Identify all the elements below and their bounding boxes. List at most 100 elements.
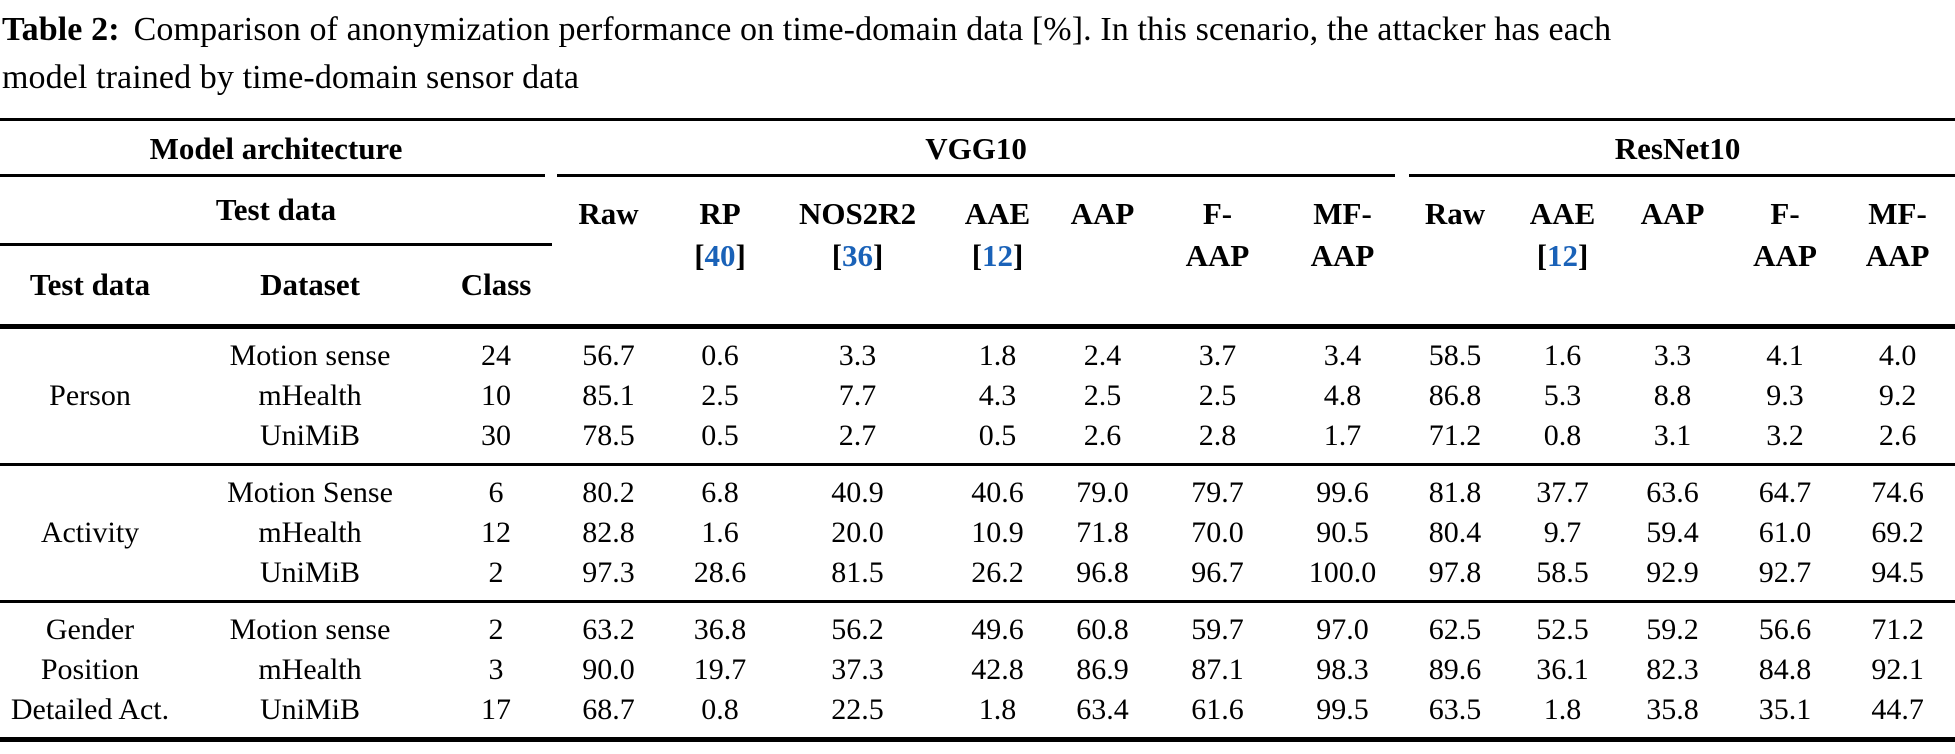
data-cell: 10.9 <box>971 516 1024 549</box>
test-data-span-header: Test data <box>0 177 553 246</box>
citation-number[interactable]: 12 <box>982 238 1014 273</box>
bracket: ] <box>1013 238 1024 273</box>
data-cell: 37.3 <box>831 653 884 686</box>
data-cell: 1.7 <box>1285 416 1401 466</box>
method-name: MF- <box>1868 196 1927 231</box>
data-cell: 35.1 <box>1730 690 1841 742</box>
data-cell: 59.2 <box>1646 613 1699 646</box>
col-header-resnet-raw: Raw <box>1400 177 1511 329</box>
col-header-vgg-aap: AAP <box>1055 177 1151 329</box>
data-cell: 68.7 <box>552 690 666 742</box>
col-header-resnet-f-aap: F- AAP <box>1730 177 1841 329</box>
test-data-label: Gender <box>45 613 135 646</box>
citation-ref: [36] <box>775 235 940 277</box>
bracket: ] <box>873 238 884 273</box>
dataset-cell: mHealth <box>258 516 362 549</box>
table-row: Gender Motion sense 2 63.2 36.8 56.2 49.… <box>0 602 1955 651</box>
col-header-vgg-nos2r2: NOS2R2 [36] <box>775 177 941 329</box>
data-cell: 100.0 <box>1285 553 1401 603</box>
data-cell: 56.2 <box>831 613 884 646</box>
data-cell: 96.8 <box>1055 553 1151 603</box>
model-architecture-header: Model architecture <box>0 118 553 177</box>
class-cell: 24 <box>481 339 511 372</box>
data-cell: 1.6 <box>701 516 739 549</box>
method-name: MF- <box>1313 196 1372 231</box>
data-cell: 3.2 <box>1730 416 1841 466</box>
citation-number[interactable]: 36 <box>842 238 874 273</box>
table-row: Activity mHealth 12 82.8 1.6 20.0 10.9 7… <box>0 513 1955 553</box>
data-cell: 4.8 <box>1323 379 1362 412</box>
data-cell: 71.8 <box>1076 516 1129 549</box>
data-cell: 70.0 <box>1191 516 1244 549</box>
data-cell: 86.8 <box>1428 379 1482 412</box>
data-cell: 6.8 <box>701 476 739 509</box>
data-cell: 59.4 <box>1646 516 1699 549</box>
data-cell: 63.4 <box>1055 690 1151 742</box>
data-cell: 2.6 <box>1055 416 1151 466</box>
data-cell: 81.5 <box>775 553 941 603</box>
data-cell: 22.5 <box>775 690 941 742</box>
dataset-cell: Motion Sense <box>227 476 393 509</box>
method-name: NOS2R2 <box>798 196 917 231</box>
table-row: Detailed Act. UniMiB 17 68.7 0.8 22.5 1.… <box>0 690 1955 742</box>
rule-under-resnet10 <box>1409 174 1955 177</box>
data-cell: 79.0 <box>1076 476 1129 509</box>
bracket: [ <box>694 238 705 273</box>
citation-number[interactable]: 12 <box>1547 238 1579 273</box>
data-cell: 2.8 <box>1150 416 1286 466</box>
data-cell: 59.7 <box>1191 613 1244 646</box>
dataset-cell: UniMiB <box>180 416 440 466</box>
data-cell: 61.6 <box>1150 690 1286 742</box>
data-cell: 74.6 <box>1871 476 1924 509</box>
data-cell: 49.6 <box>971 613 1024 646</box>
data-cell: 80.4 <box>1428 516 1482 549</box>
data-cell: 63.5 <box>1400 690 1511 742</box>
dataset-cell: UniMiB <box>180 553 440 603</box>
data-cell: 92.7 <box>1730 553 1841 603</box>
data-cell: 37.7 <box>1536 476 1589 509</box>
data-cell: 2.4 <box>1083 339 1122 372</box>
data-cell: 28.6 <box>665 553 776 603</box>
col-header-resnet-aae: AAE [12] <box>1510 177 1616 329</box>
dataset-cell: Motion sense <box>229 339 391 372</box>
data-cell: 78.5 <box>552 416 666 466</box>
data-cell: 3.3 <box>838 339 877 372</box>
table-caption: Table 2: Comparison of anonymization perf… <box>0 0 1955 102</box>
table-row: Motion Sense 6 80.2 6.8 40.9 40.6 79.0 7… <box>0 465 1955 514</box>
data-cell: 58.5 <box>1428 339 1482 372</box>
class-cell: 2 <box>488 613 504 646</box>
data-cell: 1.8 <box>940 690 1056 742</box>
class-cell: 2 <box>440 553 553 603</box>
data-cell: 85.1 <box>582 379 635 412</box>
data-cell: 3.1 <box>1615 416 1731 466</box>
method-name: Raw <box>1424 196 1486 231</box>
data-cell: 2.5 <box>1083 379 1122 412</box>
bracket: [ <box>1536 238 1548 273</box>
vgg10-header: VGG10 <box>552 118 1401 177</box>
data-cell: 60.8 <box>1076 613 1129 646</box>
class-cell: 10 <box>481 379 511 412</box>
data-cell: 99.6 <box>1316 476 1369 509</box>
class-cell: 17 <box>440 690 553 742</box>
data-cell: 90.0 <box>582 653 635 686</box>
table-number: Table 2: <box>2 11 120 48</box>
data-cell: 71.2 <box>1871 613 1924 646</box>
data-cell: 56.7 <box>582 339 635 372</box>
data-cell: 62.5 <box>1428 613 1482 646</box>
test-data-label <box>0 327 180 377</box>
citation-number[interactable]: 40 <box>704 238 736 273</box>
data-cell: 0.8 <box>1510 416 1616 466</box>
col-header-vgg-rp: RP [40] <box>665 177 776 329</box>
class-cell: 3 <box>488 653 504 686</box>
data-cell: 89.6 <box>1428 653 1482 686</box>
method-name-line2: AAP <box>1753 238 1817 273</box>
data-cell: 36.1 <box>1536 653 1589 686</box>
table-row: UniMiB 30 78.5 0.5 2.7 0.5 2.6 2.8 1.7 7… <box>0 416 1955 466</box>
col-header-vgg-aae: AAE [12] <box>940 177 1056 329</box>
data-cell: 44.7 <box>1840 690 1955 742</box>
data-cell: 35.8 <box>1615 690 1731 742</box>
data-cell: 42.8 <box>971 653 1024 686</box>
rule-under-model-architecture <box>0 174 546 177</box>
test-data-col-header: Test data <box>0 244 180 329</box>
data-cell: 3.3 <box>1653 339 1692 372</box>
